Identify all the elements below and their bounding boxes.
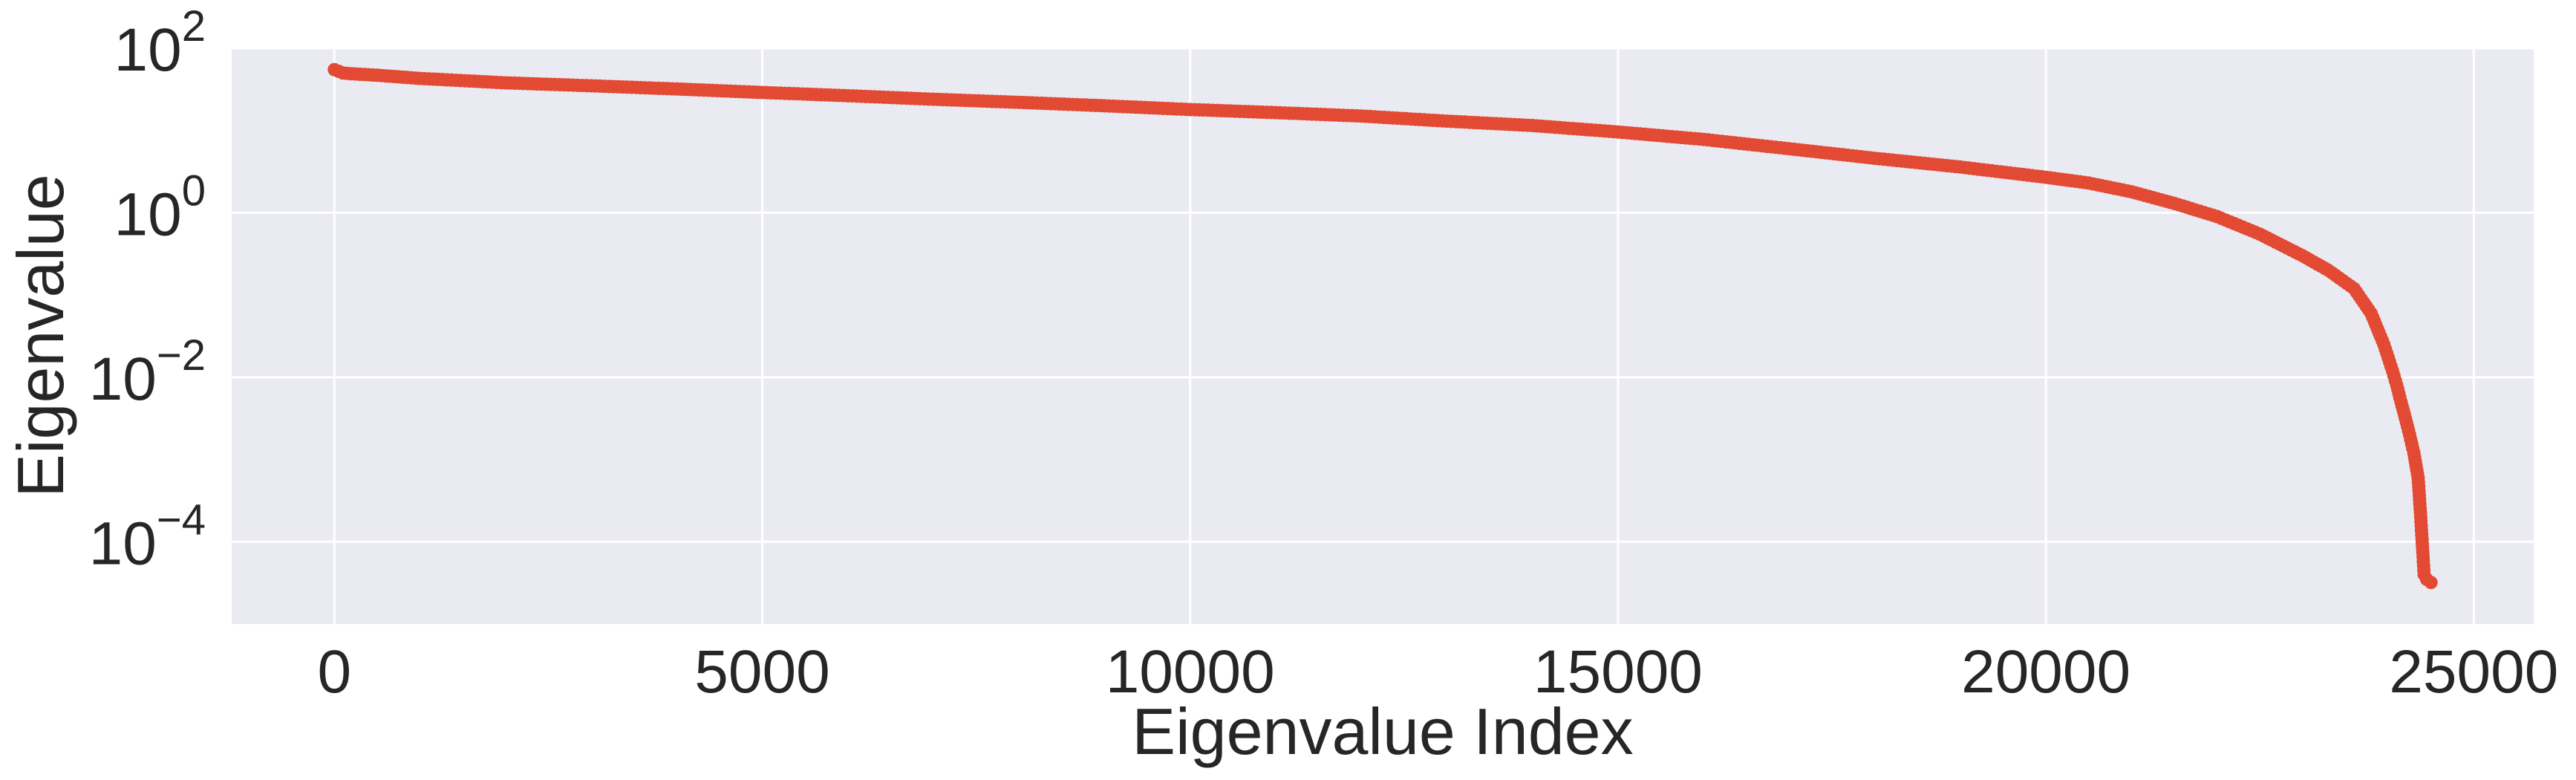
plot-background (232, 48, 2534, 624)
data-series (327, 62, 2438, 590)
x-tick-label: 15000 (1533, 638, 1703, 706)
x-tick-label: 25000 (2389, 638, 2558, 706)
y-tick-label: 100 (114, 166, 206, 248)
x-axis-label: Eigenvalue Index (1132, 695, 1633, 768)
x-tick-label: 10000 (1106, 638, 1275, 706)
data-point (2424, 576, 2438, 590)
x-tick-label: 5000 (694, 638, 829, 706)
y-axis-label: Eigenvalue (4, 174, 77, 497)
y-tick-label: 10−4 (89, 495, 206, 577)
y-tick-label: 10−2 (89, 331, 206, 413)
y-tick-label: 102 (114, 2, 206, 84)
x-tick-label: 0 (317, 638, 351, 706)
x-tick-labels: 0 5000 10000 15000 20000 25000 (317, 638, 2558, 706)
x-tick-label: 20000 (1961, 638, 2130, 706)
grid (232, 47, 2534, 624)
y-tick-labels: 102 100 10−2 10−4 (89, 2, 206, 577)
